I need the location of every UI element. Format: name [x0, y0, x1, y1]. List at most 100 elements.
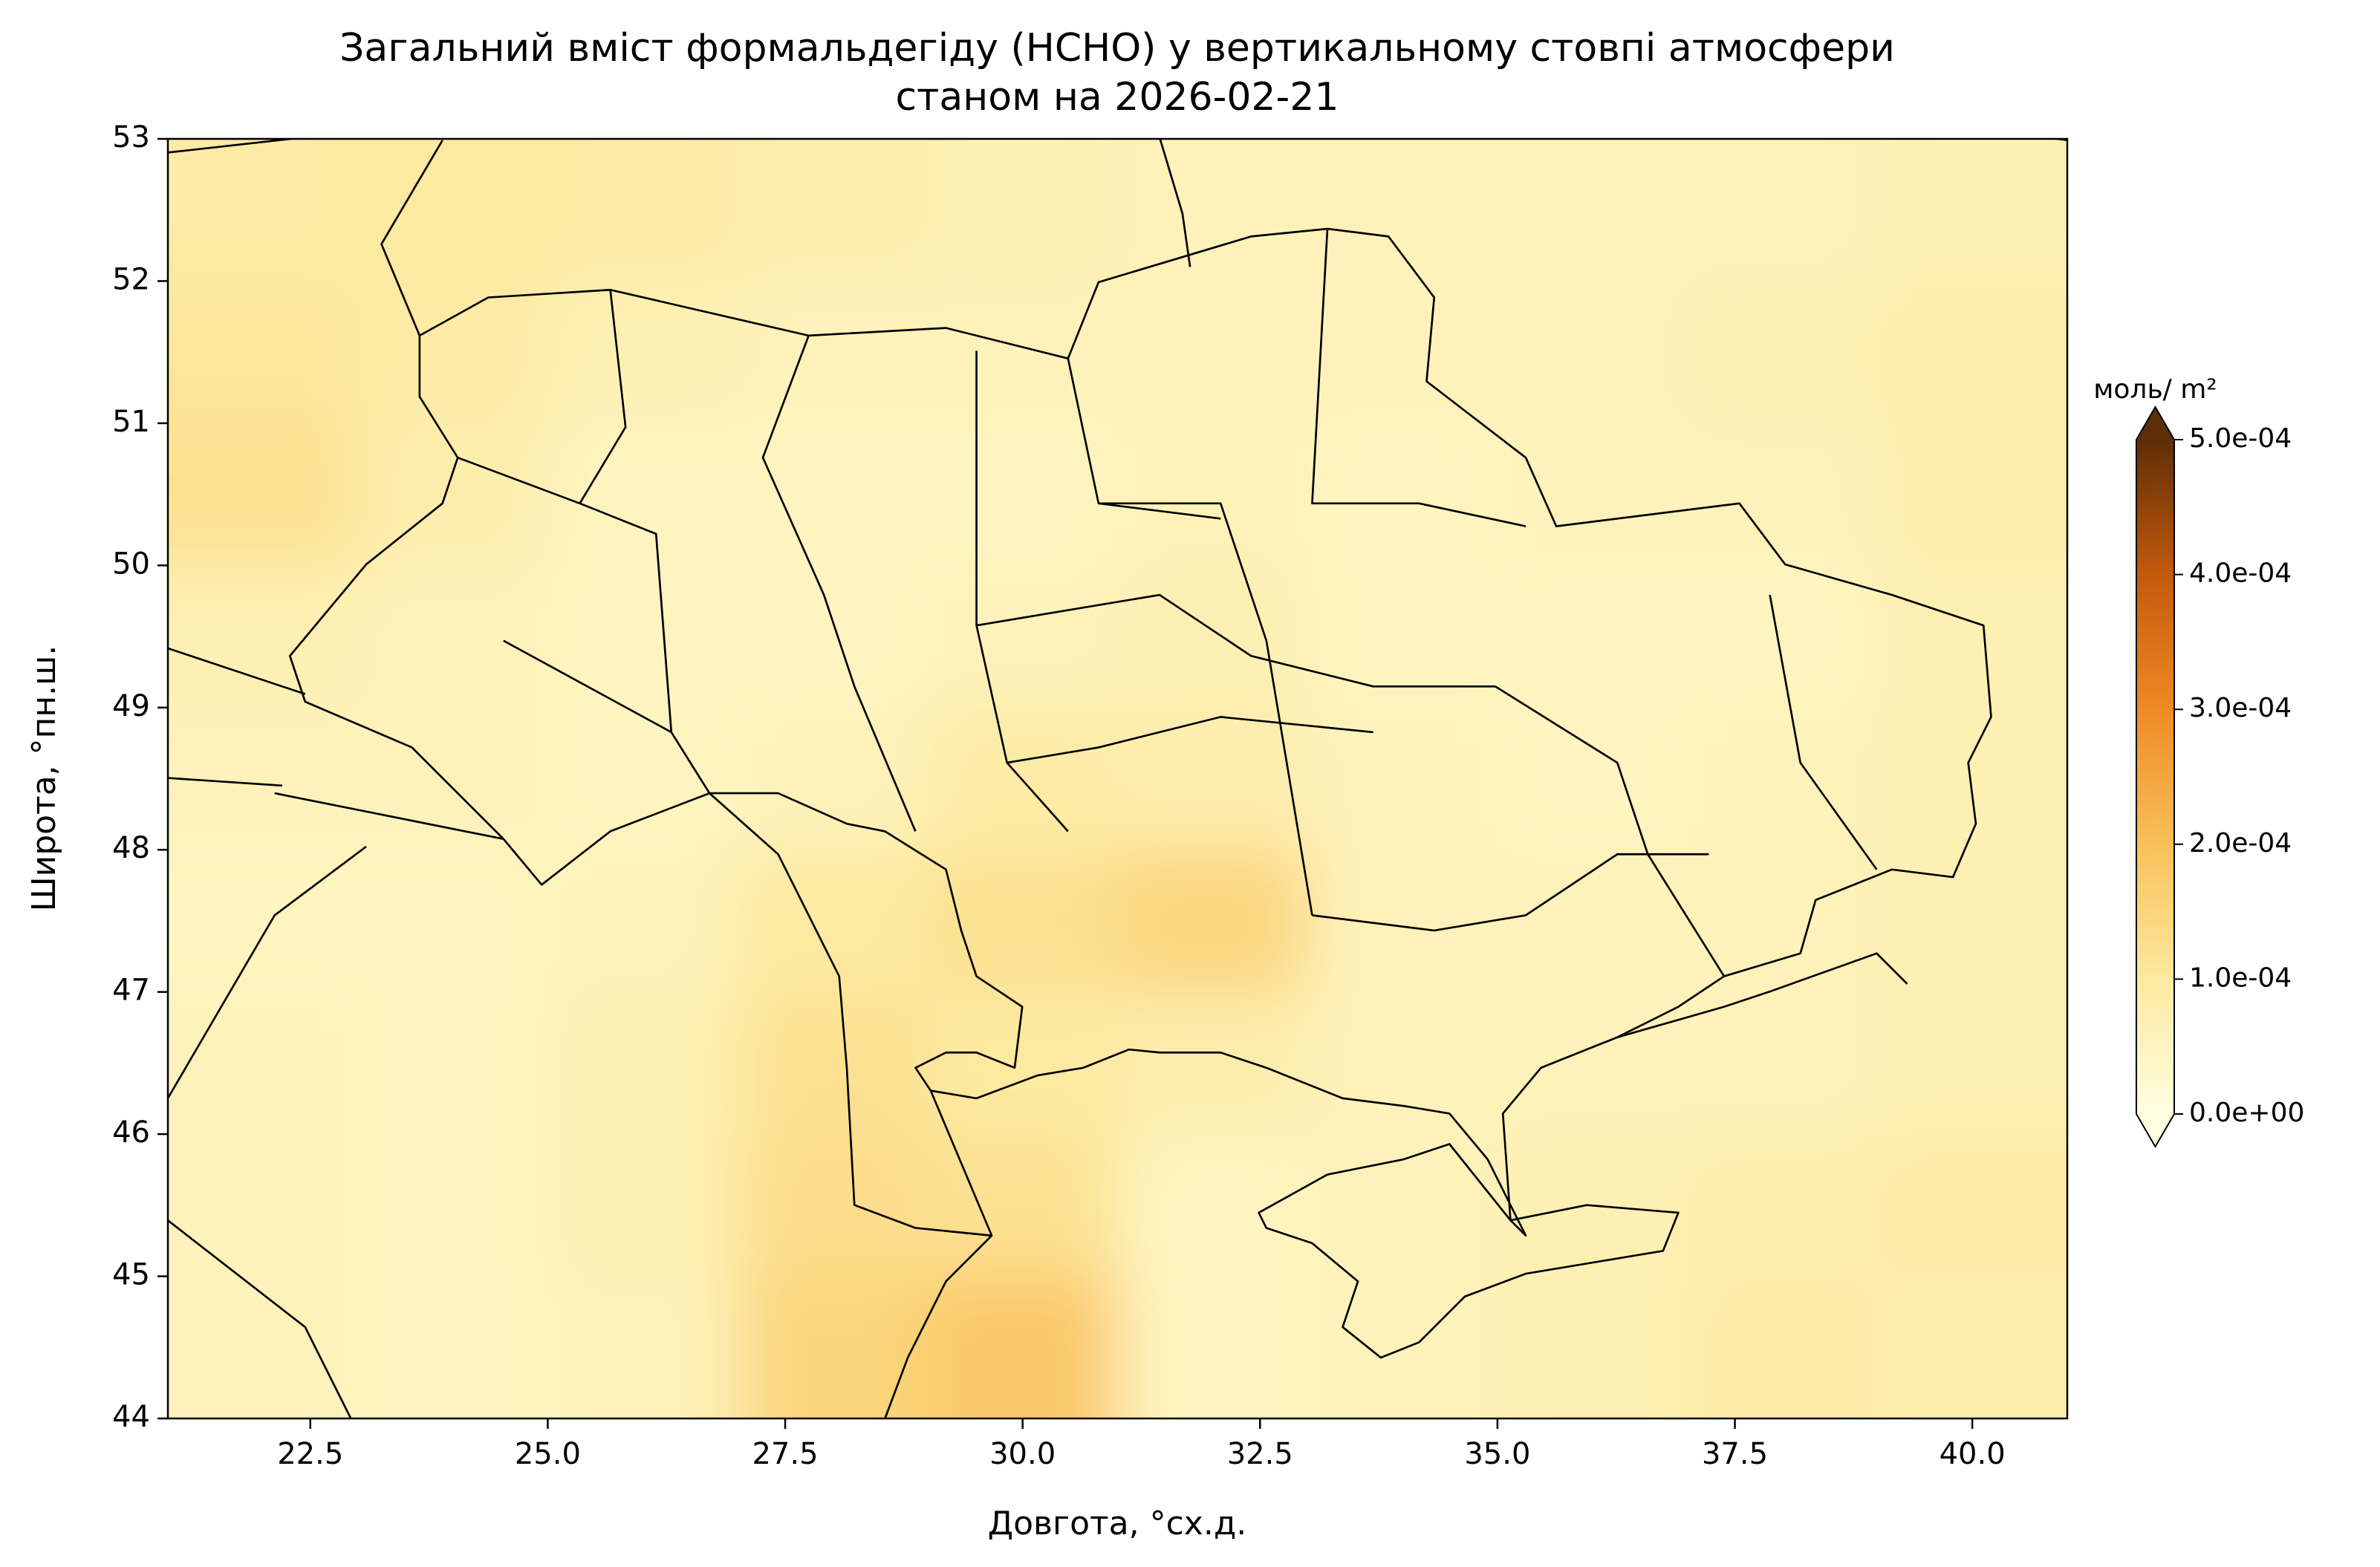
- field-cell: [1687, 565, 1879, 708]
- y-tick-label: 53: [112, 120, 150, 154]
- field-cell: [1117, 850, 1309, 993]
- x-axis-label: Довгота, °сх.д.: [988, 1505, 1246, 1542]
- field-cell: [1687, 423, 1879, 567]
- field-cell: [1117, 991, 1309, 1136]
- field-cell: [1307, 565, 1498, 708]
- field-cell: [168, 281, 359, 424]
- field-cell: [1307, 707, 1498, 851]
- field-cell: [168, 139, 359, 282]
- field-cell: [1117, 707, 1309, 851]
- x-tick-label: 40.0: [1940, 1437, 2006, 1471]
- field-cell: [1877, 1276, 2067, 1418]
- field-cell: [1497, 139, 1688, 282]
- field-cell: [168, 991, 359, 1136]
- field-cell: [1307, 850, 1498, 993]
- field-cell: [168, 1276, 359, 1418]
- y-tick-label: 50: [112, 547, 150, 581]
- field-cell: [1687, 139, 1879, 282]
- y-tick-label: 48: [112, 831, 150, 865]
- x-tick-label: 32.5: [1227, 1437, 1293, 1471]
- x-tick-label: 25.0: [515, 1437, 581, 1471]
- coastline: [168, 139, 2067, 1418]
- y-tick-label: 45: [112, 1258, 150, 1292]
- field: [168, 139, 2067, 1418]
- field-cell: [738, 139, 929, 282]
- x-tick-label: 30.0: [989, 1437, 1056, 1471]
- field-cell: [357, 1134, 549, 1277]
- field-cell: [927, 991, 1119, 1136]
- x-tick-label: 35.0: [1464, 1437, 1530, 1471]
- field-cell: [738, 707, 929, 851]
- field-cell: [927, 565, 1119, 708]
- field-cell: [1117, 281, 1309, 424]
- field-cell: [1877, 707, 2067, 851]
- field-cell: [1497, 1276, 1688, 1418]
- field-cell: [357, 565, 549, 708]
- field-cell: [1307, 423, 1498, 567]
- field-cell: [738, 850, 929, 993]
- colorbar-tick-label: 5.0e-04: [2189, 423, 2292, 454]
- field-cell: [357, 139, 549, 282]
- field-cell: [357, 707, 549, 851]
- field-cell: [1117, 423, 1309, 567]
- oblast-borders: [274, 229, 1878, 977]
- field-cell: [1307, 281, 1498, 424]
- field-cell: [1497, 991, 1688, 1136]
- field-cell: [547, 850, 739, 993]
- field-cell: [927, 423, 1119, 567]
- field-cell: [738, 423, 929, 567]
- plot-frame: [166, 137, 2069, 1420]
- field-cell: [1307, 139, 1498, 282]
- field-cell: [1687, 707, 1879, 851]
- field-cell: [357, 423, 549, 567]
- field-cell: [738, 1276, 929, 1418]
- field-cell: [927, 707, 1119, 851]
- colorbar-label: моль/ m²: [2093, 374, 2217, 405]
- field-cell: [357, 991, 549, 1136]
- crimea-border: [1258, 1143, 1680, 1359]
- field-cell: [1687, 850, 1879, 993]
- field-cell: [547, 423, 739, 567]
- field-cell: [1307, 1276, 1498, 1418]
- x-tick-label: 37.5: [1702, 1437, 1768, 1471]
- field-cell: [547, 1276, 739, 1418]
- field-cell: [1307, 1134, 1498, 1277]
- field-cell: [1877, 139, 2067, 282]
- field-cell: [927, 850, 1119, 993]
- field-cell: [357, 850, 549, 993]
- chart-subtitle: станом на 2026-02-21: [896, 75, 1339, 120]
- field-cell: [1877, 281, 2067, 424]
- field-cell: [927, 139, 1119, 282]
- field-cell: [1877, 850, 2067, 993]
- colorbar-tick-label: 3.0e-04: [2189, 693, 2292, 723]
- field-cell: [1687, 991, 1879, 1136]
- y-tick-label: 47: [112, 974, 150, 1008]
- field-cell: [547, 707, 739, 851]
- field-cell: [357, 1276, 549, 1418]
- field-cell: [738, 1134, 929, 1277]
- field-cell: [1117, 1276, 1309, 1418]
- field-cell: [1497, 707, 1688, 851]
- field-cell: [738, 281, 929, 424]
- field-cell: [1687, 281, 1879, 424]
- field-cells: [168, 139, 2067, 1418]
- moldova-border: [709, 792, 993, 1237]
- x-tick-label: 22.5: [277, 1437, 343, 1471]
- field-cell: [547, 1134, 739, 1277]
- y-tick-label: 49: [112, 689, 150, 723]
- field-cell: [1687, 1276, 1879, 1418]
- field-cell: [1877, 991, 2067, 1136]
- field-cell: [1497, 281, 1688, 424]
- y-tick-label: 44: [112, 1400, 150, 1434]
- field-cell: [927, 1276, 1119, 1418]
- field-cell: [547, 281, 739, 424]
- field-cell: [547, 991, 739, 1136]
- field-cell: [547, 565, 739, 708]
- colorbar-extend-min: [2136, 1114, 2174, 1147]
- field-cell: [357, 281, 549, 424]
- field-cell: [738, 991, 929, 1136]
- y-tick-label: 46: [112, 1115, 150, 1150]
- colorbar-tick-label: 4.0e-04: [2189, 558, 2292, 589]
- field-cell: [1687, 1134, 1879, 1277]
